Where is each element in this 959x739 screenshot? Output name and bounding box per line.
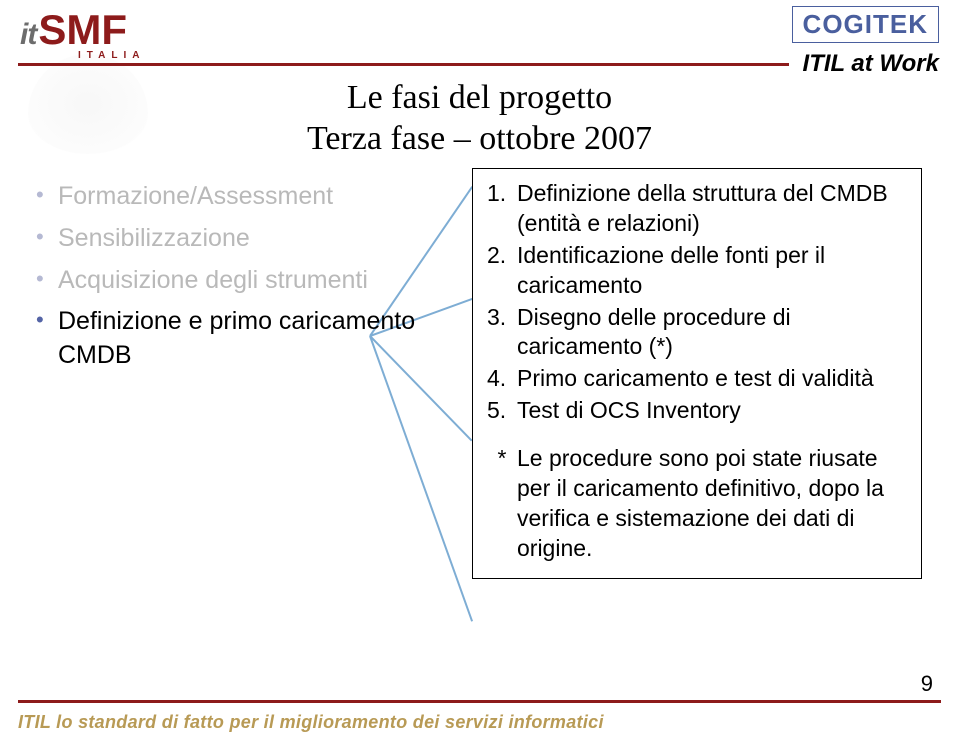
logo-itsmf: it SMF ITALIA (20, 6, 145, 61)
bullet-dot: • (36, 180, 58, 214)
bullet-text: Definizione e primo caricamento CMDB (58, 305, 436, 373)
header-text: ITIL at Work (803, 50, 939, 78)
logo-itsmf-sub: ITALIA (78, 50, 145, 61)
bullet-dot: • (36, 264, 58, 298)
bullet-dot: • (36, 222, 58, 256)
detail-list-item: 1.Definizione della struttura del CMDB (… (487, 179, 907, 239)
logo-cogitek: COGITEK (792, 6, 939, 43)
bullet-text: Formazione/Assessment (58, 180, 333, 214)
slide-title: Le fasi del progetto Terza fase – ottobr… (0, 78, 959, 160)
logo-smf-text: SMF (38, 6, 127, 54)
bottom-text: ITIL lo standard di fatto per il miglior… (18, 712, 604, 733)
list-number: 5. (487, 396, 517, 426)
page-number: 9 (921, 671, 933, 697)
list-number: 4. (487, 364, 517, 394)
bullet-text: Acquisizione degli strumenti (58, 264, 368, 298)
list-text: Definizione della struttura del CMDB (en… (517, 179, 907, 239)
bullet-text: Sensibilizzazione (58, 222, 250, 256)
list-text: Identificazione delle fonti per il caric… (517, 241, 907, 301)
header-rule-wrap: ITIL at Work (18, 50, 939, 78)
detail-box: 1.Definizione della struttura del CMDB (… (472, 168, 922, 579)
detail-list-item: 4.Primo caricamento e test di validità (487, 364, 907, 394)
title-line1: Le fasi del progetto (0, 78, 959, 119)
detail-list-item: 3.Disegno delle procedure di caricamento… (487, 303, 907, 363)
detail-list: 1.Definizione della struttura del CMDB (… (487, 179, 907, 426)
logo-itsmf-row: it SMF (20, 6, 145, 54)
list-number: 3. (487, 303, 517, 363)
note-text: Le procedure sono poi state riusate per … (517, 444, 907, 564)
detail-list-item: 5.Test di OCS Inventory (487, 396, 907, 426)
bullet-item: •Sensibilizzazione (36, 222, 436, 256)
detail-list-item: 2.Identificazione delle fonti per il car… (487, 241, 907, 301)
list-text: Test di OCS Inventory (517, 396, 741, 426)
bottom-rule (18, 700, 941, 703)
bullet-dot: • (36, 305, 58, 373)
slide: it SMF ITALIA COGITEK ITIL at Work Le fa… (0, 0, 959, 739)
list-text: Disegno delle procedure di caricamento (… (517, 303, 907, 363)
list-text: Primo caricamento e test di validità (517, 364, 874, 394)
title-line2: Terza fase – ottobre 2007 (0, 119, 959, 160)
detail-note: * Le procedure sono poi state riusate pe… (487, 444, 907, 564)
header-rule (18, 63, 789, 66)
note-asterisk: * (487, 444, 517, 564)
bullet-item: •Definizione e primo caricamento CMDB (36, 305, 436, 373)
list-number: 1. (487, 179, 517, 239)
bullet-item: •Acquisizione degli strumenti (36, 264, 436, 298)
logo-it-text: it (20, 18, 36, 52)
list-number: 2. (487, 241, 517, 301)
bullet-item: •Formazione/Assessment (36, 180, 436, 214)
bullet-list: •Formazione/Assessment•Sensibilizzazione… (36, 180, 436, 381)
